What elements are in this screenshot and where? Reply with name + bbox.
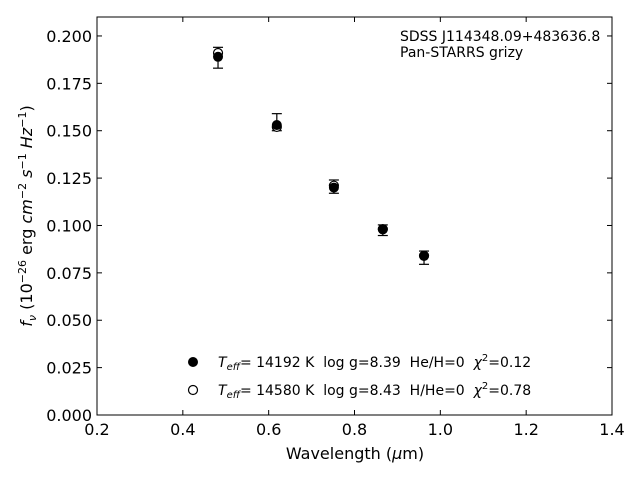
x-axis-label: Wavelength (μm) (286, 444, 424, 463)
x-tick-label: 0.2 (84, 420, 109, 439)
legend-text-model-2: Teff= 14580 K log g=8.43 H/He=0 χ2=0.78 (218, 381, 531, 401)
y-tick-label: 0.075 (46, 264, 92, 283)
legend-entry-model-1: Teff= 14192 K log g=8.39 He/H=0 χ2=0.12 (188, 353, 531, 373)
y-tick-label: 0.000 (46, 406, 92, 425)
legend-entry-model-2: Teff= 14580 K log g=8.43 H/He=0 χ2=0.78 (187, 381, 531, 401)
filled-circle-point (377, 224, 388, 235)
legend-marker-open-circle (187, 384, 199, 396)
legend-marker-filled-circle (188, 357, 198, 367)
y-tick-label: 0.100 (46, 216, 92, 235)
x-tick-label: 0.4 (170, 420, 195, 439)
y-axis-ticks: 0.000 0.025 0.050 0.075 0.100 0.125 0.150 0.175… (46, 27, 612, 425)
y-axis-label: fν (10−26 erg cm−2 s−1 Hz−1) (16, 105, 39, 326)
x-tick-label: 0.8 (342, 420, 367, 439)
y-tick-label: 0.025 (46, 359, 92, 378)
annotation-survey: Pan-STARRS grizy (400, 45, 523, 61)
y-tick-label: 0.150 (46, 122, 92, 141)
x-tick-label: 0.6 (256, 420, 281, 439)
x-tick-label: 1.2 (513, 420, 538, 439)
filled-circle-point (213, 51, 224, 62)
plot-frame (96, 16, 613, 416)
y-tick-label: 0.200 (46, 27, 92, 46)
data-points (212, 47, 430, 261)
filled-circle-point (328, 182, 339, 193)
legend: Teff= 14192 K log g=8.39 He/H=0 χ2=0.12 … (187, 353, 531, 401)
x-tick-label: 1.4 (599, 420, 624, 439)
y-tick-label: 0.125 (46, 169, 92, 188)
y-tick-label: 0.175 (46, 74, 92, 93)
y-tick-label: 0.050 (46, 311, 92, 330)
annotation-object-name: SDSS J114348.09+483636.8 (400, 29, 600, 45)
filled-circle-point (271, 120, 282, 131)
filled-circle-point (419, 250, 430, 261)
x-tick-label: 1.0 (428, 420, 453, 439)
legend-text-model-1: Teff= 14192 K log g=8.39 He/H=0 χ2=0.12 (218, 353, 531, 373)
